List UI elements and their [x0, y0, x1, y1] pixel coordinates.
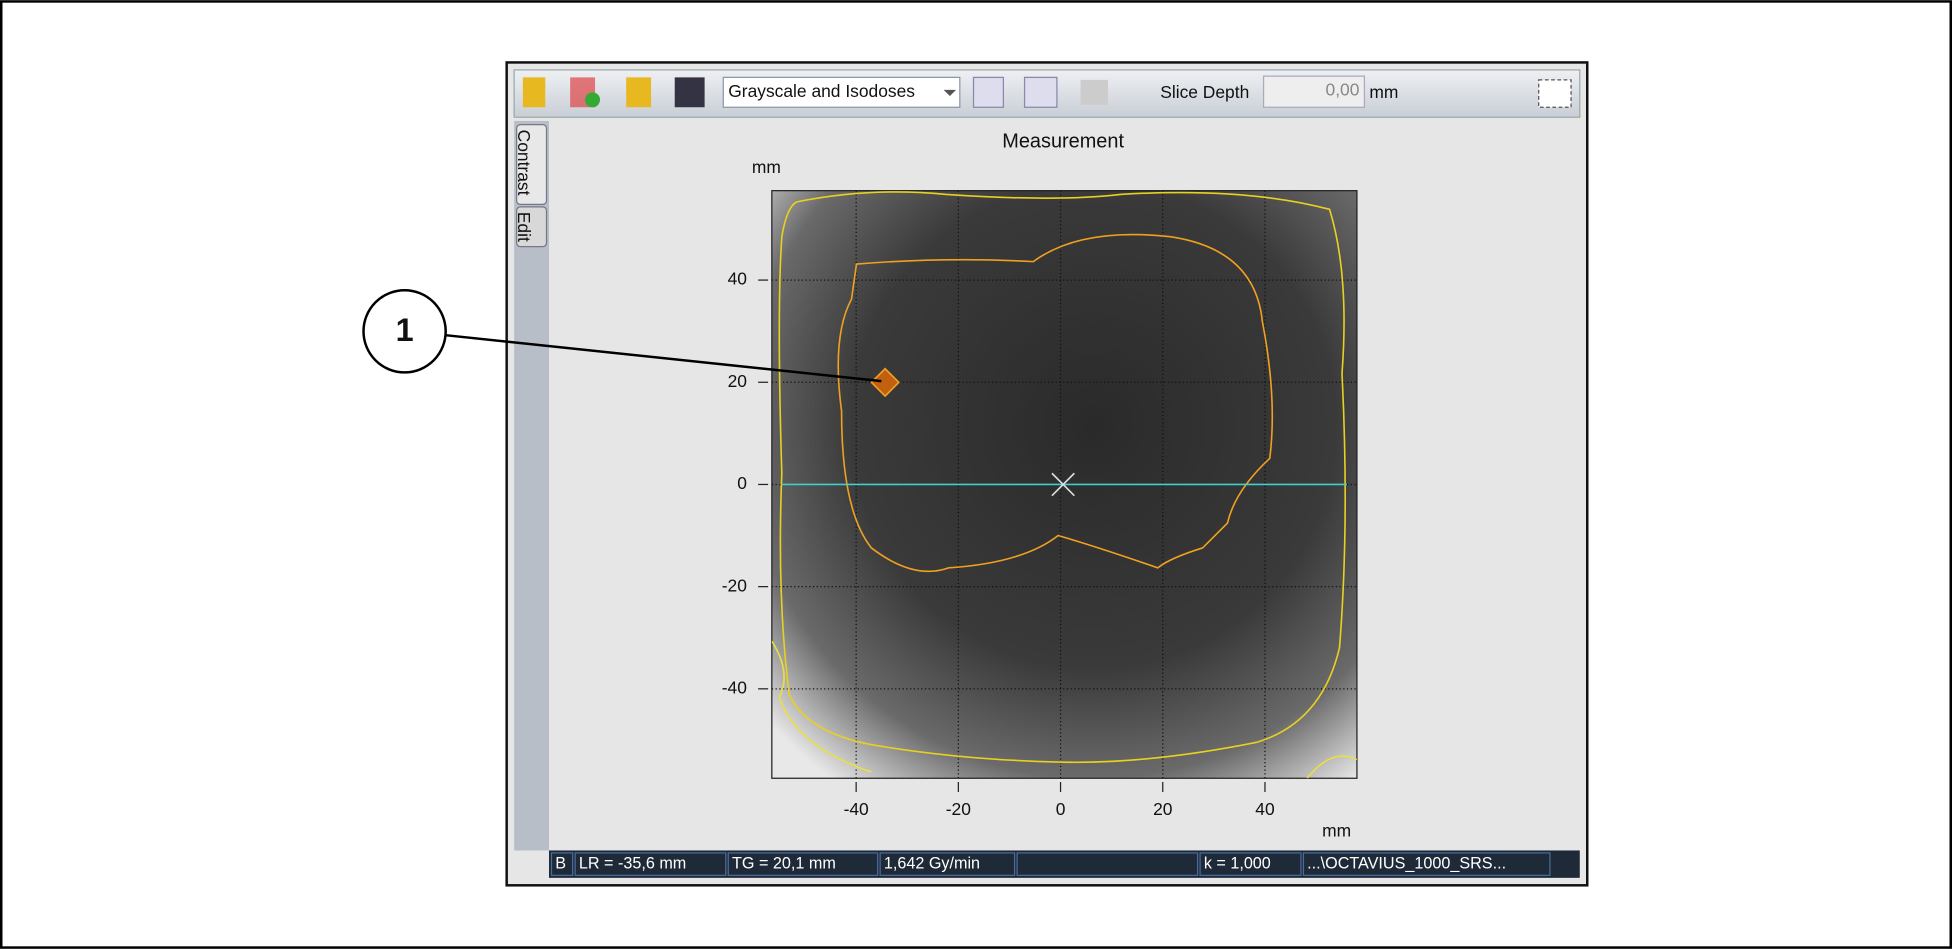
plot-title: Measurement: [1002, 130, 1124, 152]
hotspot-marker: [870, 367, 900, 398]
disabled-icon: [1080, 79, 1108, 105]
status-bar: [549, 850, 1580, 878]
isodose-outer: [778, 191, 1347, 764]
profile-icon[interactable]: [972, 76, 1005, 108]
y-tick-label: -40: [722, 677, 747, 697]
slice-depth-input[interactable]: [1262, 75, 1366, 108]
isodose-corner: [1306, 755, 1357, 779]
save-icon[interactable]: [674, 77, 705, 108]
slice-depth-value[interactable]: 0,00: [1326, 80, 1360, 100]
x-tick-label: 0: [1056, 799, 1066, 819]
isodose-corner: [771, 640, 872, 773]
y-tick-label: 20: [728, 371, 747, 391]
y-tick-label: 0: [737, 473, 747, 493]
y-tick-label: 40: [728, 269, 747, 289]
x-tick-label: -40: [844, 799, 869, 819]
status-field: [1302, 852, 1551, 876]
view-dropdown[interactable]: [722, 76, 961, 108]
folder-icon[interactable]: [626, 77, 652, 108]
status-text: k = 1,000: [1204, 854, 1271, 872]
status-field: [879, 852, 1016, 876]
status-field: [727, 852, 879, 876]
open-icon[interactable]: [522, 77, 546, 108]
callout-circle: [362, 289, 447, 374]
status-field: [550, 852, 574, 876]
callout-number: 1: [396, 312, 414, 348]
tab-label[interactable]: Contrast: [514, 130, 534, 196]
view-mode[interactable]: Grayscale and Isodoses: [728, 81, 915, 101]
zoom-icon[interactable]: [1538, 79, 1572, 108]
tab[interactable]: [516, 124, 548, 205]
status-text: 1,642 Gy/min: [884, 854, 980, 872]
y-tick-label: -20: [722, 575, 747, 595]
x-tick-label: 20: [1153, 799, 1172, 819]
status-field: [1199, 852, 1302, 876]
isodose-inner: [837, 233, 1274, 573]
status-text: ...\OCTAVIUS_1000_SRS...: [1307, 854, 1506, 872]
slice-depth-label: Slice Depth: [1160, 82, 1249, 102]
status-text: TG = 20,1 mm: [732, 854, 836, 872]
tab-label[interactable]: Edit: [514, 212, 534, 242]
status-text: B: [555, 854, 566, 872]
x-tick-label: 40: [1255, 799, 1274, 819]
slice-depth-unit: mm: [1369, 82, 1398, 102]
center-cross: [1051, 472, 1075, 497]
callout-line: [444, 333, 882, 383]
y-axis-label: mm: [752, 157, 781, 177]
profile-icon[interactable]: [1023, 76, 1058, 108]
x-tick-label: -20: [946, 799, 971, 819]
status-field: [574, 852, 727, 876]
x-axis-label: mm: [1322, 820, 1351, 840]
status-text: LR = -35,6 mm: [579, 854, 686, 872]
status-field: [1016, 852, 1199, 876]
tab[interactable]: [516, 206, 548, 248]
